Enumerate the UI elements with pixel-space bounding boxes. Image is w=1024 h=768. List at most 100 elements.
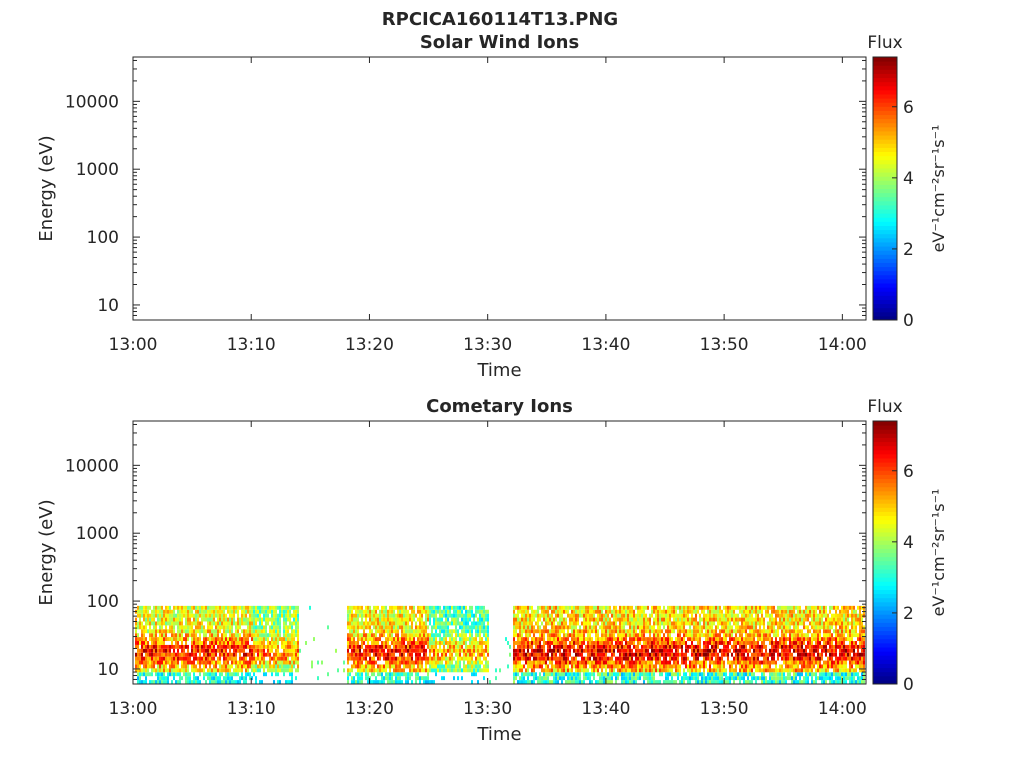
- flux-cell: [151, 656, 153, 661]
- flux-cell: [219, 676, 221, 681]
- flux-cell: [353, 633, 355, 638]
- flux-cell: [425, 605, 427, 610]
- flux-cell: [721, 613, 723, 618]
- flux-cell: [211, 609, 213, 614]
- flux-cell: [585, 644, 587, 649]
- flux-cell: [411, 625, 413, 630]
- flux-cell: [729, 621, 731, 626]
- flux-cell: [661, 672, 663, 677]
- flux-cell: [483, 609, 485, 614]
- flux-cell: [263, 617, 265, 622]
- flux-cell: [755, 644, 757, 649]
- flux-cell: [625, 633, 627, 638]
- flux-cell: [547, 621, 549, 626]
- flux-cell: [671, 605, 673, 610]
- flux-cell: [705, 629, 707, 634]
- flux-cell: [543, 605, 545, 610]
- flux-cell: [677, 648, 679, 653]
- flux-cell: [271, 648, 273, 653]
- flux-cell: [753, 664, 755, 669]
- flux-cell: [249, 652, 251, 657]
- flux-cell: [267, 641, 269, 645]
- flux-cell: [175, 644, 177, 649]
- flux-cell: [409, 641, 411, 645]
- flux-cell: [531, 629, 533, 634]
- flux-cell: [243, 613, 245, 618]
- flux-cell: [231, 672, 233, 677]
- flux-cell: [669, 672, 671, 677]
- flux-cell: [205, 644, 207, 649]
- flux-cell: [443, 641, 445, 645]
- flux-cell: [189, 660, 191, 665]
- flux-cell: [519, 656, 521, 661]
- flux-cell: [573, 680, 575, 684]
- flux-cell: [371, 668, 373, 673]
- flux-cell: [411, 660, 413, 665]
- flux-cell: [209, 629, 211, 634]
- flux-cell: [609, 605, 611, 610]
- flux-cell: [639, 672, 641, 677]
- flux-cell: [601, 660, 603, 665]
- flux-cell: [419, 660, 421, 665]
- flux-cell: [733, 660, 735, 665]
- flux-cell: [529, 641, 531, 645]
- flux-cell: [509, 652, 511, 657]
- flux-cell: [573, 664, 575, 669]
- flux-cell: [517, 617, 519, 622]
- flux-cell: [353, 641, 355, 645]
- flux-cell: [251, 605, 253, 610]
- flux-cell: [705, 656, 707, 661]
- flux-cell: [203, 668, 205, 673]
- flux-cell: [463, 625, 465, 630]
- flux-cell: [403, 613, 405, 618]
- flux-cell: [187, 656, 189, 661]
- flux-cell: [367, 648, 369, 653]
- flux-cell: [609, 609, 611, 614]
- flux-cell: [449, 644, 451, 649]
- flux-cell: [317, 676, 319, 681]
- flux-cell: [559, 652, 561, 657]
- flux-cell: [541, 664, 543, 669]
- flux-cell: [259, 625, 261, 630]
- flux-cell: [713, 621, 715, 626]
- flux-cell: [157, 644, 159, 649]
- flux-cell: [379, 656, 381, 661]
- flux-cell: [451, 652, 453, 657]
- flux-cell: [135, 652, 137, 657]
- flux-cell: [247, 609, 249, 614]
- flux-cell: [367, 664, 369, 669]
- flux-cell: [369, 644, 371, 649]
- flux-cell: [631, 648, 633, 653]
- flux-cell: [727, 613, 729, 618]
- flux-cell: [591, 637, 593, 642]
- flux-cell: [279, 652, 281, 657]
- flux-cell: [379, 672, 381, 677]
- flux-cell: [381, 664, 383, 669]
- flux-cell: [539, 644, 541, 649]
- flux-cell: [379, 613, 381, 618]
- flux-cell: [155, 637, 157, 642]
- flux-cell: [605, 621, 607, 626]
- flux-cell: [627, 676, 629, 681]
- flux-cell: [707, 672, 709, 677]
- flux-cell: [185, 609, 187, 614]
- flux-cell: [733, 609, 735, 614]
- flux-cell: [211, 648, 213, 653]
- flux-cell: [525, 621, 527, 626]
- flux-cell: [367, 652, 369, 657]
- flux-cell: [297, 644, 299, 649]
- flux-cell: [577, 633, 579, 638]
- flux-cell: [611, 680, 613, 684]
- flux-cell: [421, 660, 423, 665]
- flux-cell: [441, 660, 443, 665]
- flux-cell: [723, 637, 725, 642]
- flux-cell: [545, 652, 547, 657]
- flux-cell: [245, 668, 247, 673]
- flux-cell: [457, 668, 459, 673]
- flux-cell: [147, 605, 149, 610]
- flux-cell: [679, 605, 681, 610]
- flux-cell: [433, 656, 435, 661]
- flux-cell: [515, 633, 517, 638]
- flux-cell: [349, 644, 351, 649]
- flux-cell: [657, 641, 659, 645]
